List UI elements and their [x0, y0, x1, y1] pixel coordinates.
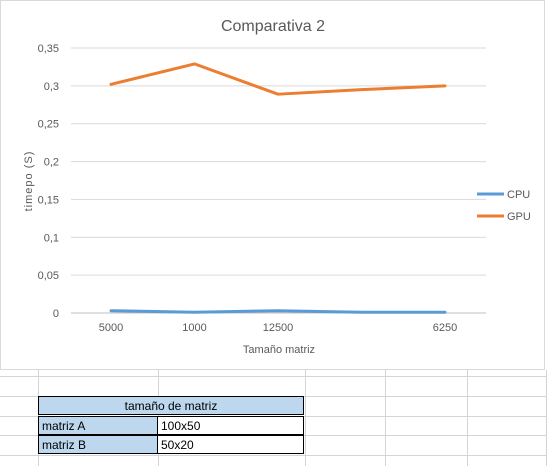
x-axis-title: Tamaño matriz — [243, 344, 315, 356]
table-row-value[interactable]: 50x20 — [157, 435, 304, 454]
line-chart: Comparativa 2 0 0,05 0,1 0,15 0,2 0,25 0,3 0,35 5… — [1, 1, 546, 371]
y-tick-label: 0,3 — [44, 81, 59, 93]
y-tick-label: 0,35 — [38, 43, 59, 55]
y-tick-label: 0 — [53, 308, 59, 320]
table-row: matriz B 50x20 — [38, 435, 304, 454]
x-tick-label: 6250 — [433, 322, 457, 334]
chart-title: Comparativa 2 — [221, 18, 325, 35]
table-row-label[interactable]: matriz A — [38, 416, 158, 435]
chart-area[interactable]: Comparativa 2 0 0,05 0,1 0,15 0,2 0,25 0,3 0,35 5… — [0, 0, 545, 370]
y-tick-label: 0,2 — [44, 157, 59, 169]
legend-label: GPU — [507, 211, 531, 223]
series-line-cpu — [111, 311, 445, 313]
table-header-row: tamaño de matriz — [38, 396, 304, 415]
x-tick-label: 5000 — [99, 322, 123, 334]
table-row-label[interactable]: matriz B — [38, 435, 158, 454]
y-tick-label: 0,25 — [38, 119, 59, 131]
y-axis-title: timepo (S) — [23, 151, 35, 212]
x-tick-label: 12500 — [263, 322, 294, 334]
table-row-value[interactable]: 100x50 — [157, 416, 304, 435]
series-line-gpu — [111, 64, 445, 94]
y-tick-label: 0,15 — [38, 194, 59, 206]
table-header-cell[interactable]: tamaño de matriz — [39, 397, 303, 416]
y-tick-label: 0,05 — [38, 270, 59, 282]
y-tick-label: 0,1 — [44, 232, 59, 244]
legend-label: CPU — [507, 189, 530, 201]
x-tick-label: 1000 — [182, 322, 206, 334]
table-row: matriz A 100x50 — [38, 416, 304, 435]
